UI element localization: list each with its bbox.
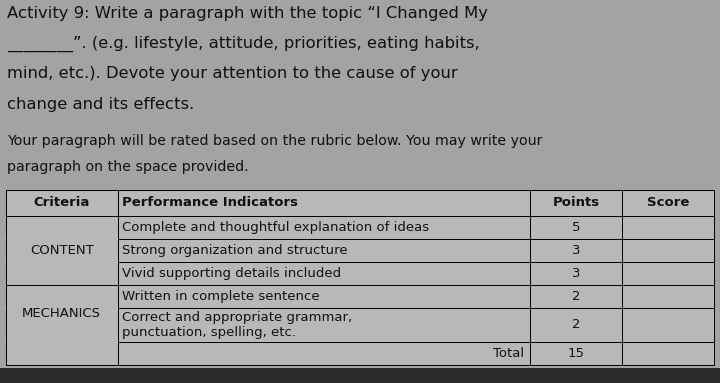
Bar <box>6 342 714 365</box>
Text: 3: 3 <box>572 267 580 280</box>
Text: change and its effects.: change and its effects. <box>7 97 194 111</box>
Text: Score: Score <box>647 196 689 209</box>
Text: Strong organization and structure: Strong organization and structure <box>122 244 348 257</box>
Text: Criteria: Criteria <box>34 196 90 209</box>
Text: 5: 5 <box>572 221 580 234</box>
Text: Total: Total <box>493 347 524 360</box>
Text: punctuation, spelling, etc.: punctuation, spelling, etc. <box>122 326 296 339</box>
Text: 2: 2 <box>572 318 580 331</box>
Text: CONTENT: CONTENT <box>30 244 94 257</box>
Text: mind, etc.). Devote your attention to the cause of your: mind, etc.). Devote your attention to th… <box>7 66 458 81</box>
Text: Performance Indicators: Performance Indicators <box>122 196 298 209</box>
Bar <box>6 285 714 308</box>
Bar <box>6 262 714 285</box>
Bar <box>6 308 714 342</box>
Text: Activity 9: Write a paragraph with the topic “I Changed My: Activity 9: Write a paragraph with the t… <box>7 6 488 21</box>
Text: Vivid supporting details included: Vivid supporting details included <box>122 267 341 280</box>
Text: Complete and thoughtful explanation of ideas: Complete and thoughtful explanation of i… <box>122 221 429 234</box>
Bar <box>6 190 714 216</box>
Text: 15: 15 <box>567 347 585 360</box>
Bar <box>6 239 714 262</box>
Text: ________”. (e.g. lifestyle, attitude, priorities, eating habits,: ________”. (e.g. lifestyle, attitude, pr… <box>7 36 480 52</box>
Text: 2: 2 <box>572 290 580 303</box>
Text: MECHANICS: MECHANICS <box>22 307 102 320</box>
Text: Your paragraph will be rated based on the rubric below. You may write your: Your paragraph will be rated based on th… <box>7 134 543 148</box>
Text: paragraph on the space provided.: paragraph on the space provided. <box>7 160 249 174</box>
Text: Points: Points <box>552 196 600 209</box>
Text: 3: 3 <box>572 244 580 257</box>
Bar <box>0 368 720 383</box>
Text: Written in complete sentence: Written in complete sentence <box>122 290 320 303</box>
Bar <box>6 216 714 239</box>
Text: Correct and appropriate grammar,: Correct and appropriate grammar, <box>122 311 352 324</box>
